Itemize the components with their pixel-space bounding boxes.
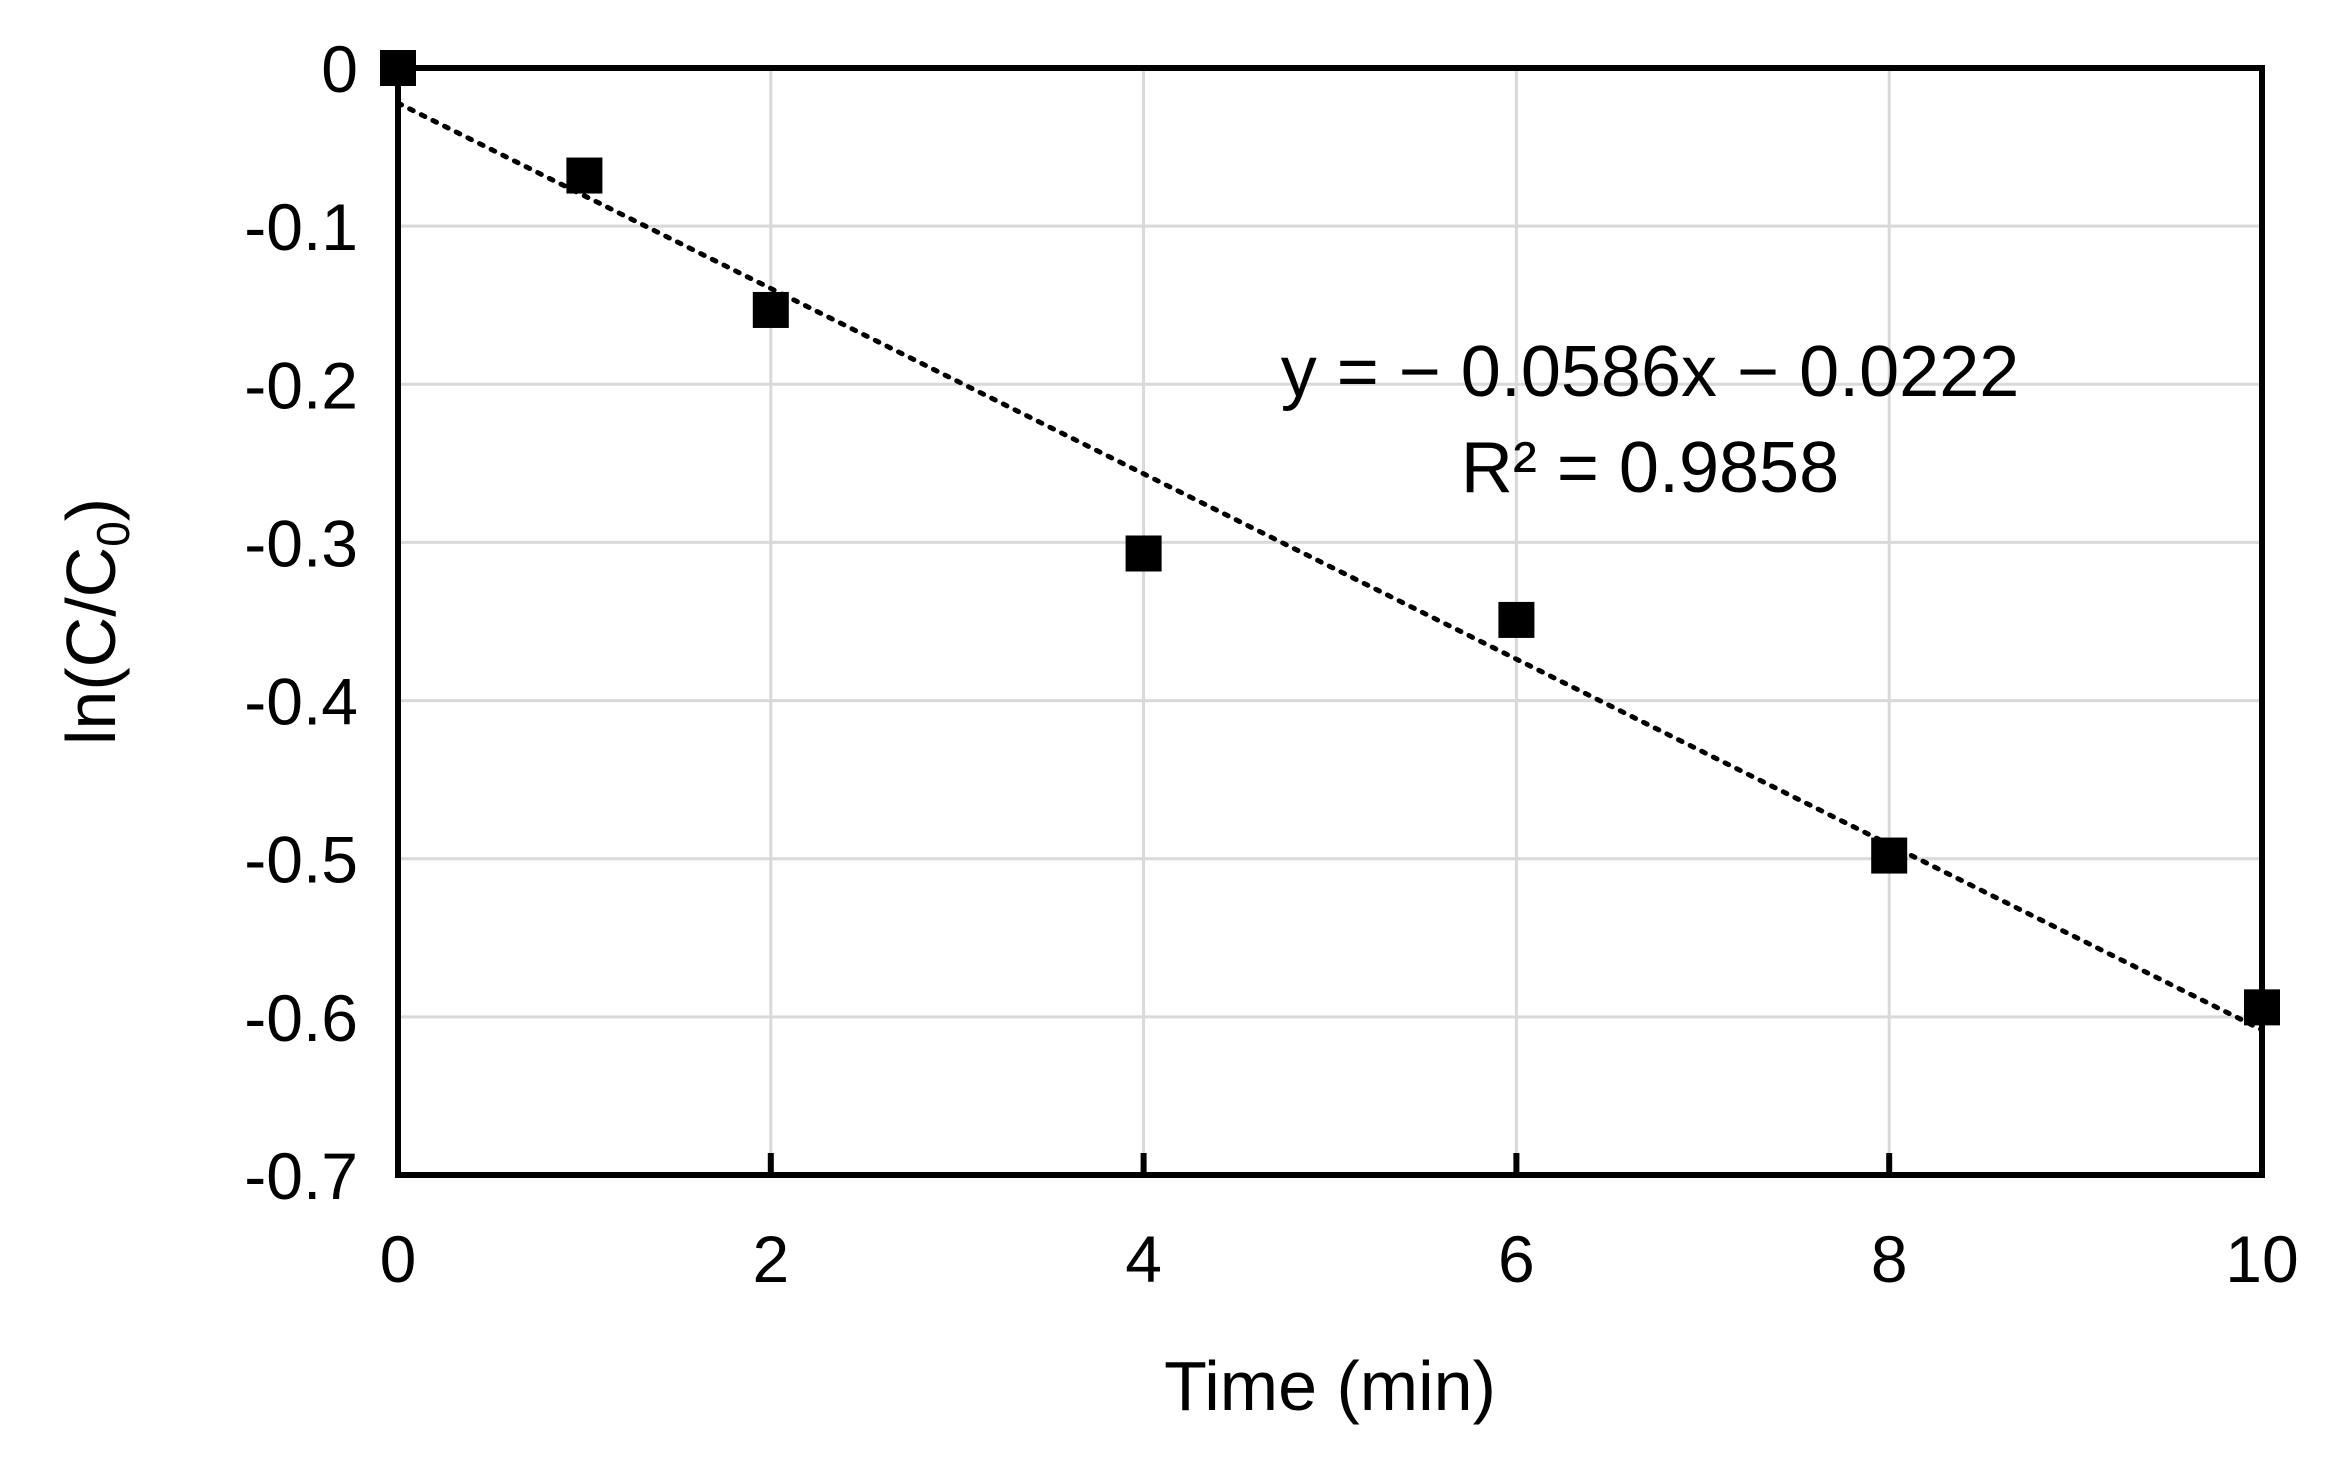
x-tick-label: 0 <box>380 1222 417 1296</box>
y-tick-label: -0.3 <box>244 506 358 580</box>
y-tick-label: -0.7 <box>244 1139 358 1213</box>
grid-layer <box>396 66 2264 1177</box>
x-tick-label: 6 <box>1498 1222 1535 1296</box>
data-point <box>566 157 603 194</box>
data-point <box>1498 601 1535 638</box>
y-tick-label: -0.5 <box>244 823 358 897</box>
data-point <box>1125 535 1162 572</box>
x-tick-label: 2 <box>752 1222 789 1296</box>
y-axis-title: ln(C/C0) <box>52 498 139 745</box>
data-point <box>752 291 789 328</box>
data-point <box>1871 837 1908 874</box>
y-tick-label: -0.4 <box>244 665 358 739</box>
r-squared-label: R² = 0.9858 <box>1461 428 1839 508</box>
y-axis-title-close: ) <box>52 498 130 521</box>
y-tick-label: -0.6 <box>244 981 358 1055</box>
y-tick-label: -0.2 <box>244 348 358 422</box>
x-tick-label: 10 <box>2225 1222 2298 1296</box>
x-tick-label: 8 <box>1871 1222 1908 1296</box>
equation-label: y = − 0.0586x − 0.0222 <box>1281 332 2020 412</box>
x-tick-labels: 0 2 4 6 8 10 <box>380 1222 2299 1296</box>
trendline <box>395 100 2265 1033</box>
y-tick-labels: 0 -0.1 -0.2 -0.3 -0.4 -0.5 -0.6 -0.7 <box>244 32 358 1213</box>
y-tick-label: -0.1 <box>244 190 358 264</box>
plot-frame <box>395 65 2265 1178</box>
x-tick-label: 4 <box>1125 1222 1162 1296</box>
y-tick-label: 0 <box>321 32 358 106</box>
x-axis-title: Time (min) <box>1164 1347 1496 1425</box>
axis-ticks <box>395 1153 2265 1175</box>
y-axis-title-main: ln(C/C <box>52 547 130 745</box>
y-axis-title-subscript: 0 <box>87 521 139 547</box>
data-points <box>380 50 2280 1026</box>
